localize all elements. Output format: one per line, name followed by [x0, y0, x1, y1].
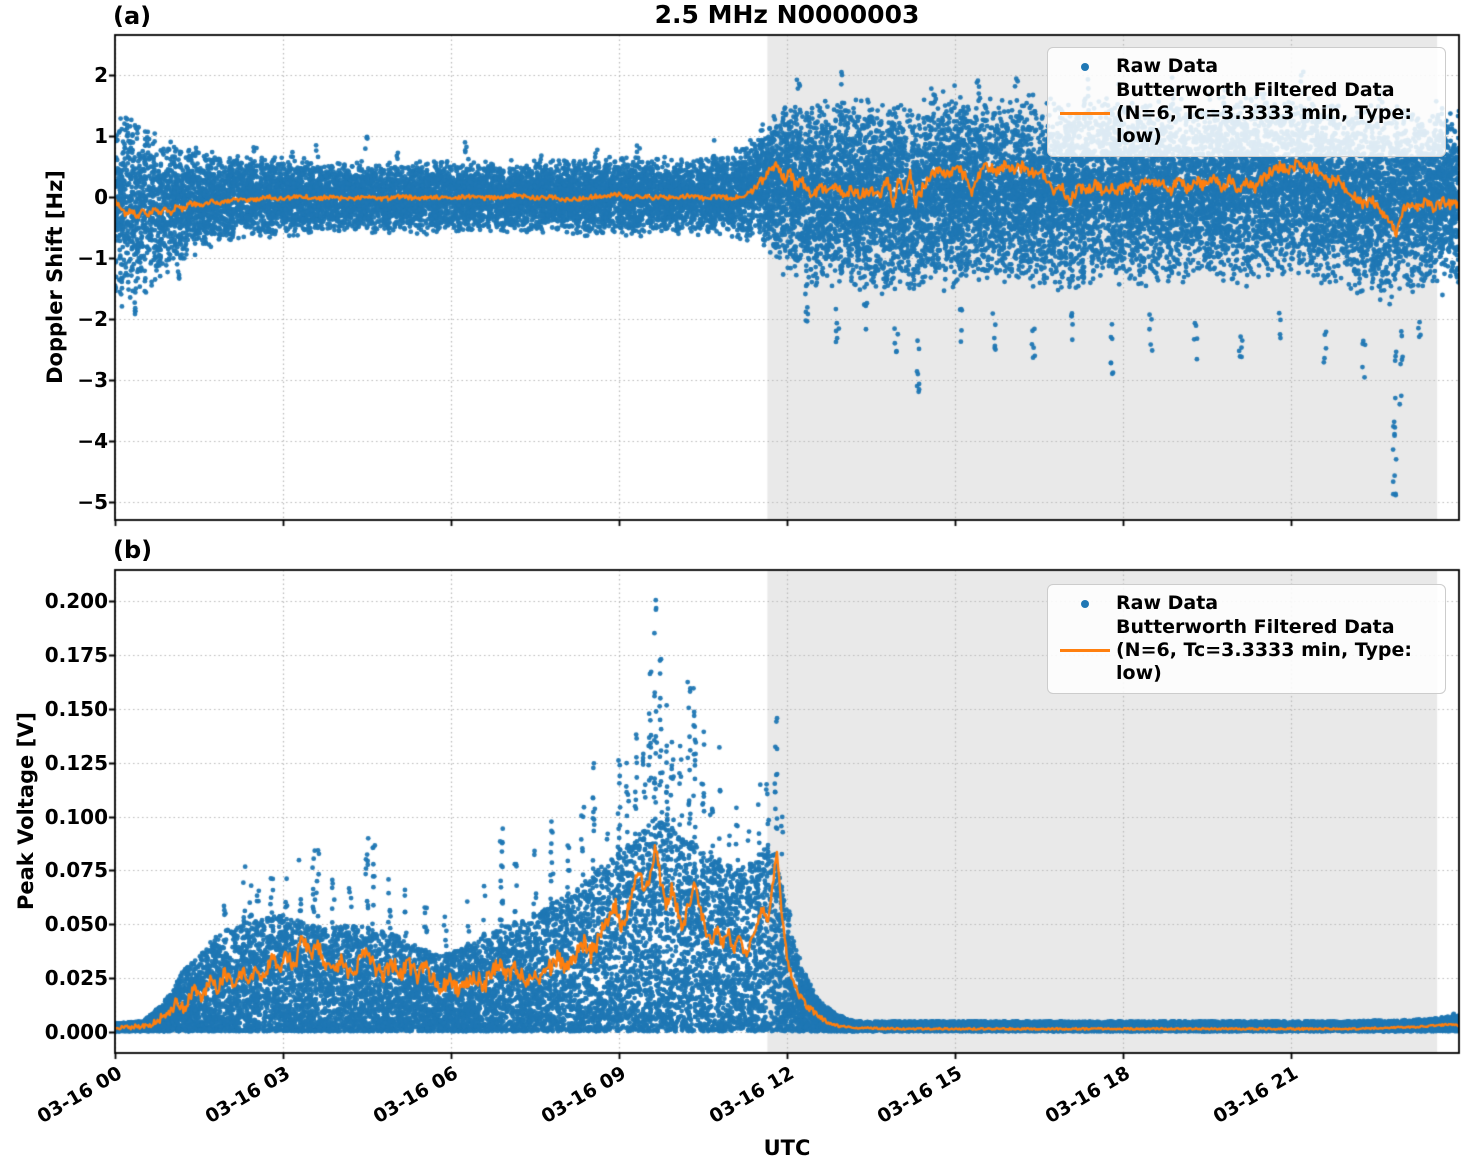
- y-tick-label: 0.175: [44, 642, 108, 667]
- figure-title: 2.5 MHz N0000003: [654, 0, 920, 29]
- panel-label-a: (a): [113, 2, 152, 30]
- legend-doppler: Raw Data Butterworth Filtered Data (N=6,…: [1047, 47, 1446, 157]
- y-tick-label: −3: [77, 368, 108, 392]
- y-tick-label: 0.125: [44, 750, 108, 775]
- filtered-data-marker-icon: [1060, 648, 1110, 653]
- y-tick-label: 0: [94, 185, 108, 209]
- y-tick-label: 0.025: [44, 966, 108, 991]
- raw-data-marker-icon: [1081, 599, 1089, 608]
- filtered-data-marker-icon: [1060, 111, 1110, 116]
- y-tick-label: 1: [94, 124, 108, 148]
- legend-raw-label: Raw Data: [1116, 592, 1219, 614]
- y-tick-label: 0.200: [44, 589, 108, 614]
- y-tick-label: 0.000: [44, 1020, 108, 1045]
- legend-raw-label: Raw Data: [1116, 55, 1219, 77]
- y-tick-label: 0.050: [44, 912, 108, 937]
- y-tick-label: −2: [77, 307, 108, 331]
- y-tick-label: 2: [94, 63, 108, 87]
- y-tick-label: 0.075: [44, 858, 108, 883]
- y-tick-label: 0.150: [44, 696, 108, 721]
- x-axis-label: UTC: [763, 1136, 811, 1160]
- legend-filtered-label: Butterworth Filtered Data: [1116, 79, 1395, 101]
- y-tick-label: −1: [77, 246, 108, 270]
- y-tick-label: −5: [77, 490, 108, 514]
- legend-filtered-sublabel: (N=6, Tc=3.3333 min, Type: low): [1116, 639, 1412, 684]
- legend-filtered-label: Butterworth Filtered Data: [1116, 616, 1395, 638]
- panel-label-b: (b): [113, 536, 153, 564]
- raw-data-marker-icon: [1081, 62, 1089, 71]
- legend-voltage: Raw Data Butterworth Filtered Data (N=6,…: [1047, 584, 1446, 694]
- y-tick-label: 0.100: [44, 804, 108, 829]
- legend-filtered-sublabel: (N=6, Tc=3.3333 min, Type: low): [1116, 102, 1412, 147]
- y-tick-label: −4: [77, 429, 108, 453]
